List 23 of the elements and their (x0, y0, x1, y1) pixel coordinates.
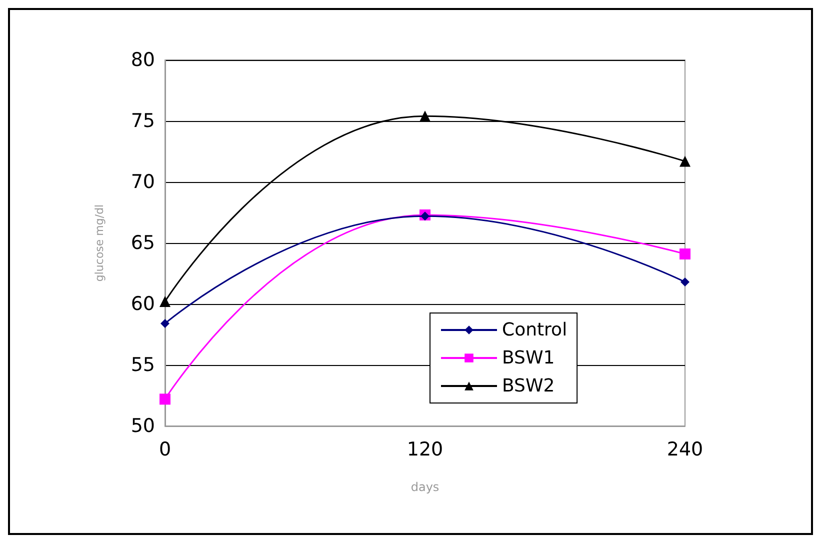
point (680, 278, 690, 287)
x-tick-label: 120 (406, 438, 444, 460)
x-tick-label: 0 (158, 438, 172, 460)
y-tick-label: 70 (130, 171, 155, 193)
y-axis-title: glucose mg/dl (93, 204, 106, 282)
x-axis-title: days (410, 480, 440, 494)
y-tick-label: 65 (130, 232, 155, 254)
point (420, 212, 430, 221)
legend-label: Control (502, 320, 568, 340)
legend-label: BSW1 (502, 348, 555, 368)
point (680, 248, 690, 260)
point (160, 394, 170, 405)
y-tick-label: 50 (130, 415, 155, 437)
y-tick-label: 75 (130, 110, 155, 132)
point (160, 296, 170, 308)
legend-label: BSW2 (502, 376, 555, 396)
y-tick-label: 80 (130, 49, 155, 71)
x-tick-label: 240 (666, 438, 704, 460)
y-tick-label: 55 (130, 354, 155, 376)
point (680, 156, 690, 167)
point (160, 319, 170, 328)
point (420, 110, 430, 122)
y-tick-label: 60 (130, 293, 155, 315)
